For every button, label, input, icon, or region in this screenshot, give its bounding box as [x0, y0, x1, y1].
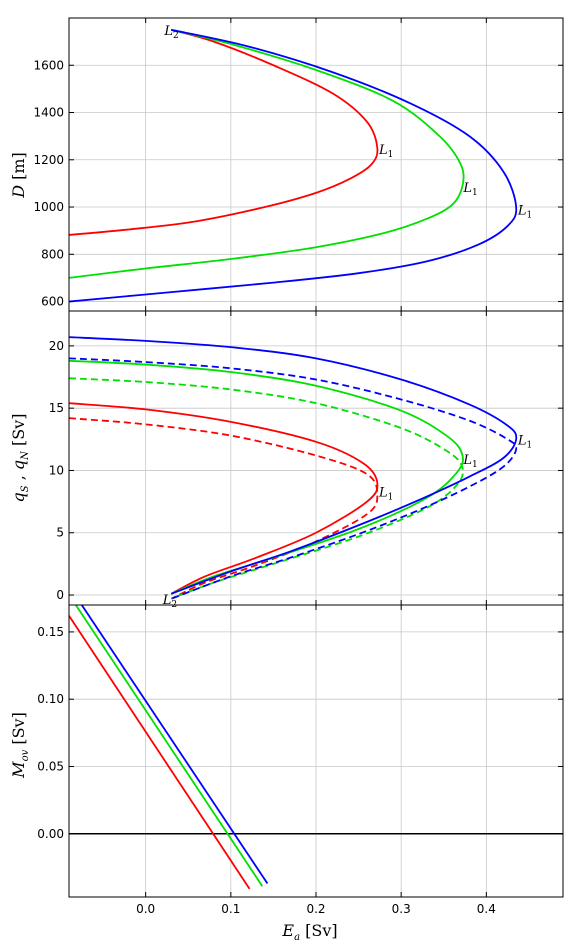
panel-bottom: 0.00 0.05 0.10 0.15 0.0 0.1 0.2 0.3 0.4	[37, 604, 564, 916]
series-line-solid	[69, 615, 251, 890]
annotation-label: L1	[517, 203, 532, 220]
x-tick-label: 0.3	[392, 902, 411, 916]
annotation-label: L2	[163, 24, 178, 41]
series-line-solid	[69, 28, 518, 303]
annotation-label: L1	[462, 453, 477, 470]
y-tick-label: 20	[49, 339, 64, 353]
y-tick-label: 0	[56, 588, 64, 602]
y-tick-label: 0.00	[37, 827, 64, 841]
y-tick-label: 0.15	[37, 625, 64, 639]
y-tick-label: 600	[41, 295, 64, 309]
y-tick-label: 15	[49, 401, 64, 415]
y-tick-label: 10	[49, 463, 64, 477]
series-line-solid	[69, 402, 379, 595]
annotation-label: L1	[517, 433, 532, 450]
series-line-solid	[69, 28, 379, 236]
y-tick-label: 1200	[33, 153, 64, 167]
grid	[69, 605, 563, 897]
grid	[69, 18, 563, 311]
svg-text:Mov [Sv]: Mov [Sv]	[9, 712, 31, 779]
series-line-solid	[69, 28, 465, 279]
svg-text:D [m]: D [m]	[9, 152, 28, 199]
x-tick-label: 0.2	[306, 902, 325, 916]
y-tick-label: 0.05	[37, 759, 64, 773]
annotation-label: L1	[378, 486, 393, 503]
series-group	[69, 336, 518, 600]
x-tick-label: 0.4	[477, 902, 496, 916]
series-line-solid	[81, 605, 269, 885]
series-line-dashed	[69, 357, 518, 600]
x-tick-label: 0.1	[221, 902, 240, 916]
series-line-solid	[75, 605, 264, 887]
ylabel-bottom: Mov [Sv]	[9, 712, 31, 779]
y-tick-label: 0.10	[37, 692, 64, 706]
y-tick-label: 5	[56, 526, 64, 540]
annotation-label: L1	[378, 143, 393, 160]
xlabel: Ea [Sv]	[281, 921, 337, 943]
y-tick-label: 800	[41, 247, 64, 261]
y-tick-label: 1600	[33, 58, 64, 72]
ylabel-middle: qS , qN [Sv]	[9, 414, 31, 503]
series-group	[69, 605, 269, 890]
series-line-dashed	[69, 417, 379, 600]
ylabel-top: D [m]	[9, 152, 28, 199]
series-group	[69, 28, 518, 303]
annotation-label: L1	[462, 181, 477, 198]
series-line-solid	[69, 336, 518, 595]
y-tick-label: 1000	[33, 200, 64, 214]
grid	[69, 311, 563, 605]
y-tick-label: 1400	[33, 106, 64, 120]
svg-text:qS , qN [Sv]: qS , qN [Sv]	[9, 414, 31, 503]
x-tick-label: 0.0	[136, 902, 155, 916]
panel-top: 600 800 1000 1200 1400 1600 L2 L1 L1 L1	[33, 17, 564, 312]
